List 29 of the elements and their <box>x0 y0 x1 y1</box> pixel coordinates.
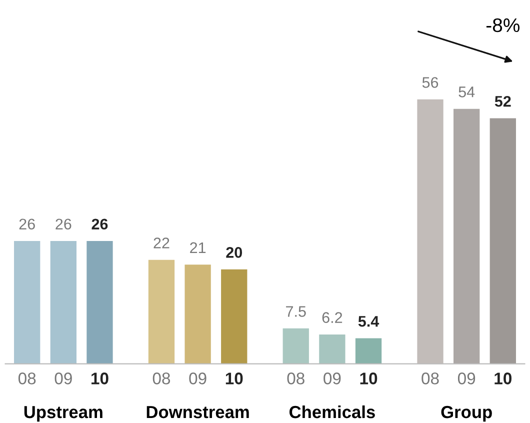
data-label: 21 <box>190 242 206 253</box>
x-tick-label: 10 <box>92 372 108 384</box>
data-label: 26 <box>19 218 35 230</box>
x-tick-label: 09 <box>54 372 72 384</box>
text: Downstream <box>146 406 249 418</box>
x-tick-label: 10 <box>360 372 378 384</box>
x-tick-label: 09 <box>189 372 206 384</box>
data-label: 56 <box>422 77 438 88</box>
x-tick-label: 10 <box>226 372 243 384</box>
x-tick-label: 10 <box>494 372 512 384</box>
text: -8% <box>486 18 520 32</box>
data-label: 6.2 <box>322 312 342 323</box>
data-label: 54 <box>458 86 475 98</box>
text: Chemicals <box>289 405 375 418</box>
data-label: 26 <box>56 218 72 230</box>
data-label: 52 <box>494 96 511 107</box>
data-label: 22 <box>154 238 170 248</box>
x-tick-label: 08 <box>18 372 36 384</box>
x-tick-label: 08 <box>422 372 439 384</box>
data-label: 26 <box>92 218 108 230</box>
data-label: 7.5 <box>286 306 306 317</box>
x-tick-label: 09 <box>324 372 341 384</box>
text: Group <box>441 406 492 422</box>
data-label: 5.4 <box>358 316 380 327</box>
x-tick-label: 09 <box>458 372 476 384</box>
data-label: 20 <box>226 247 242 258</box>
x-tick-label: 08 <box>287 372 304 384</box>
text: Upstream <box>24 406 102 422</box>
x-tick-label: 08 <box>152 372 170 384</box>
